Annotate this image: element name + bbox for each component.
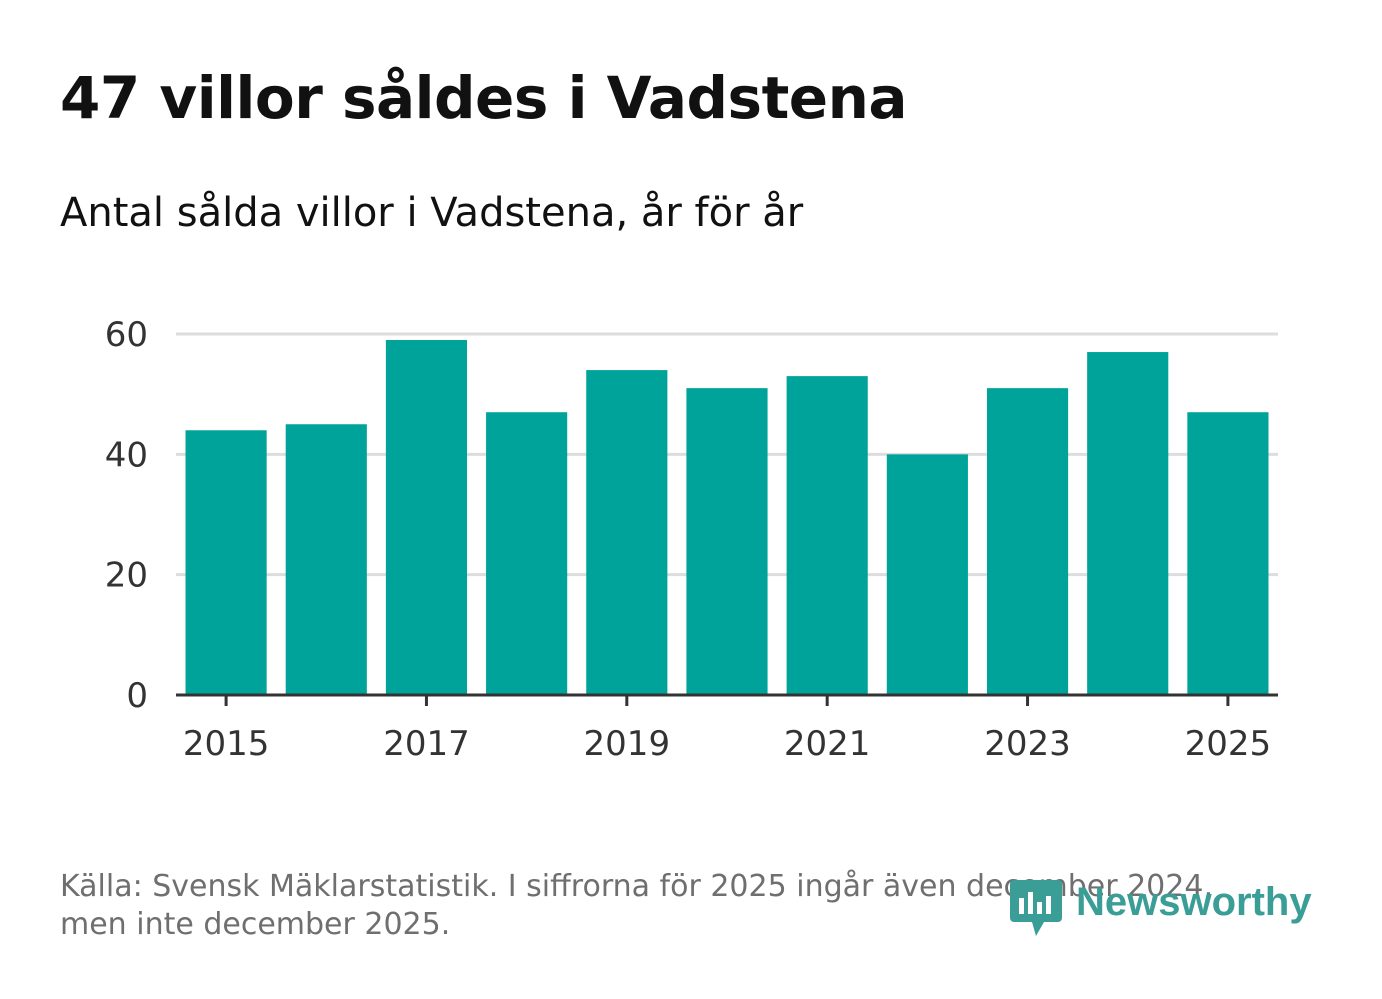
x-tick-label: 2015 [183, 724, 270, 764]
y-tick-label: 40 [105, 435, 148, 475]
tick-labels: 0 20 40 60 2015 2017 2019 2021 2023 2025 [105, 315, 1271, 764]
source-note-line-2: men inte december 2025. [60, 907, 451, 942]
y-tick-label: 60 [105, 315, 148, 355]
brand-name: Newsworthy [1076, 880, 1312, 924]
bar-2019 [586, 370, 668, 695]
bar-2024 [1087, 352, 1169, 695]
y-tick-label: 20 [105, 556, 148, 596]
bar-2018 [486, 412, 568, 695]
x-tick-label: 2023 [984, 724, 1071, 764]
bar-2017 [385, 340, 468, 695]
bar-2021 [786, 376, 868, 695]
bar-2022 [886, 454, 968, 695]
bars [185, 340, 1269, 695]
bar-2025 [1187, 412, 1269, 695]
y-tick-label: 0 [126, 676, 148, 716]
x-tick-label: 2025 [1185, 724, 1272, 764]
bar-2020 [686, 388, 768, 695]
chart-subtitle: Antal sålda villor i Vadstena, år för år [60, 190, 804, 236]
x-tick-label: 2019 [584, 724, 671, 764]
newsworthy-brand: Newsworthy [1010, 878, 1312, 938]
bar-2015 [185, 430, 267, 695]
axes [176, 693, 1278, 706]
newsworthy-logo-icon [1010, 880, 1062, 936]
x-tick-label: 2021 [784, 724, 871, 764]
bar-2023 [986, 388, 1069, 695]
chart-title: 47 villor såldes i Vadstena [60, 64, 908, 132]
bar-2016 [285, 424, 367, 695]
x-tick-label: 2017 [383, 724, 470, 764]
